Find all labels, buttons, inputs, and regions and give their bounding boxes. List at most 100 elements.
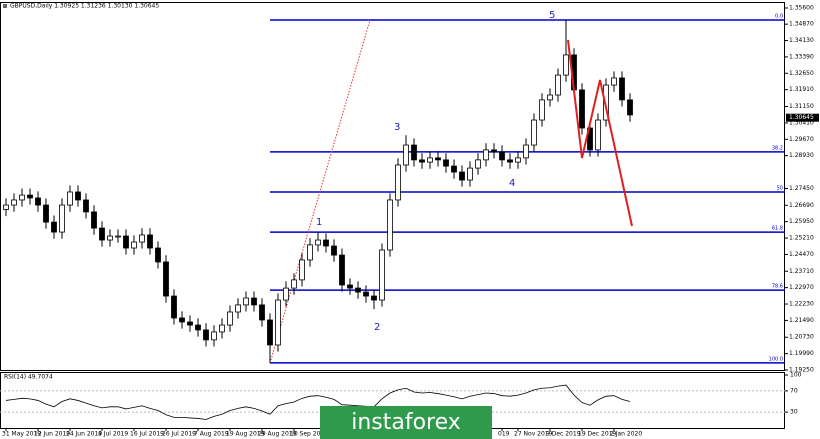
candle-body	[403, 144, 409, 166]
wave-label: 5	[549, 10, 555, 21]
candle-body	[523, 144, 529, 159]
candle-body	[171, 295, 177, 319]
wave-label: 2	[374, 322, 380, 333]
last-price-box	[786, 113, 819, 122]
candle-body	[139, 234, 145, 243]
candle-body	[315, 239, 321, 246]
rsi-tick-label: 70	[790, 387, 798, 394]
candle-body	[275, 299, 281, 346]
candle-body	[19, 194, 25, 201]
y-tick-label: 1.19250	[789, 367, 814, 374]
x-tick-label: 9 Dec 2019	[546, 431, 581, 438]
x-tick-label: 16 Jul 2019	[130, 431, 164, 438]
candle-body	[339, 254, 345, 286]
x-tick-label: 10 Sep 2019	[290, 431, 328, 438]
y-tick-label: 1.23710	[789, 268, 814, 275]
y-tick-label: 1.20730	[789, 334, 814, 341]
candle-body	[531, 119, 537, 146]
y-tick-label: 1.19990	[789, 350, 814, 357]
candle-body	[75, 191, 81, 201]
candle-body	[443, 159, 449, 167]
candle-body	[355, 287, 361, 293]
candle-body	[35, 197, 41, 206]
x-tick-label: 19 Dec 2019	[578, 431, 617, 438]
candle-body	[67, 191, 73, 206]
candle-body	[515, 157, 521, 163]
candle-body	[363, 291, 369, 297]
candle-body	[187, 321, 193, 326]
candle-body	[555, 74, 561, 96]
candle-body	[91, 211, 97, 229]
candle-body	[219, 324, 225, 333]
candle-body	[147, 234, 153, 249]
candle-body	[627, 99, 633, 116]
candle-body	[203, 329, 209, 341]
candle-body	[331, 245, 337, 256]
y-tick-label: 1.26690	[789, 202, 814, 209]
candle-body	[603, 84, 609, 121]
candle-body	[507, 159, 513, 163]
x-tick-label: 27 Nov 2019	[514, 431, 553, 438]
y-tick-label: 1.27450	[789, 185, 814, 192]
x-tick-label: 019	[498, 431, 510, 438]
axes: 1.35600 1.34870 1.34130 1.33390 1.32650 1.319…	[2, 5, 819, 438]
candle-body	[467, 167, 473, 181]
candle-body	[131, 241, 137, 249]
candle-body	[179, 317, 185, 323]
y-tick-label: 1.31910	[789, 86, 814, 93]
rsi-line	[5, 384, 631, 420]
rsi-title: RSI(14) 49.7074	[4, 374, 53, 381]
y-tick-label: 1.34130	[789, 37, 814, 44]
fib-label: 100.0	[769, 356, 783, 362]
candle-body	[587, 127, 593, 151]
candle-body	[459, 171, 465, 181]
candle-body	[411, 144, 417, 161]
last-price: 1.30645	[789, 114, 814, 121]
y-tick-label: 1.34870	[789, 21, 814, 28]
candle-body	[259, 304, 265, 321]
rsi-tick-label: 100	[790, 372, 802, 379]
y-tick-label: 1.22230	[789, 301, 814, 308]
candle-body	[395, 164, 401, 201]
wave-label: 3	[394, 122, 400, 133]
candles	[3, 19, 633, 363]
candle-body	[43, 204, 49, 223]
chart-header: GBPUSD,Daily 1.30925 1.31236 1.30130 1.3…	[10, 3, 159, 10]
candle-body	[347, 284, 353, 289]
candle-body	[291, 279, 297, 289]
candle-body	[475, 159, 481, 169]
candle-body	[11, 199, 17, 206]
fib-trendline	[269, 19, 371, 364]
candle-body	[435, 157, 441, 161]
candle-body	[563, 54, 569, 76]
candle-body	[483, 149, 489, 161]
candle-body	[595, 119, 601, 151]
y-tick-label: 1.25210	[789, 235, 814, 242]
y-tick-label: 1.35600	[789, 5, 814, 12]
candle-body	[243, 297, 249, 306]
candle-body	[579, 89, 585, 129]
candle-body	[307, 244, 313, 261]
x-tick-label: 29 Aug 2019	[258, 431, 297, 438]
y-tick-label: 1.33390	[789, 53, 814, 60]
x-tick-label: 7 Aug 2019	[194, 431, 229, 438]
candle-body	[107, 235, 113, 241]
x-tick-label: 12 Jun 2019	[34, 431, 70, 438]
candle-body	[235, 304, 241, 313]
y-tick-label: 1.21490	[789, 317, 814, 324]
symbol-icon	[3, 4, 7, 8]
candle-body	[251, 297, 257, 306]
watermark-box	[320, 406, 492, 439]
wave-label: 1	[316, 217, 322, 228]
candle-body	[59, 204, 65, 233]
candle-body	[123, 235, 129, 249]
candle-body	[267, 319, 273, 346]
candle-body	[427, 157, 433, 163]
candle-body	[491, 149, 497, 153]
candle-body	[299, 259, 305, 281]
candle-body	[371, 295, 377, 301]
x-tick-label: 26 Jul 2019	[162, 431, 196, 438]
candle-body	[211, 331, 217, 341]
